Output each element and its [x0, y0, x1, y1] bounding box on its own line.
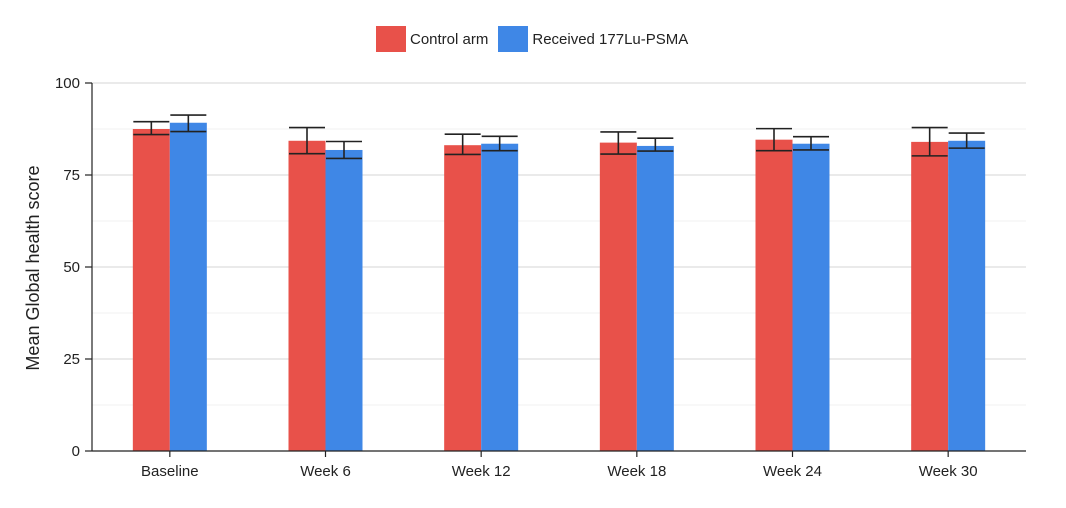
bars	[132, 122, 986, 452]
bar-control-arm[interactable]	[599, 142, 637, 451]
bar-control-arm[interactable]	[444, 145, 482, 451]
bar-received-177lu-psma[interactable]	[792, 143, 830, 451]
bar-received-177lu-psma[interactable]	[169, 122, 207, 451]
bar-received-177lu-psma[interactable]	[481, 143, 519, 451]
bar-control-arm[interactable]	[911, 141, 949, 451]
legend-label-received-177lu-psma: Received 177Lu-PSMA	[532, 30, 689, 48]
legend-swatch-received-177lu-psma	[498, 26, 529, 52]
legend-item-control-arm[interactable]: Control arm	[376, 26, 488, 52]
axes: 0 25 50 75 100 Baseline Week 6 Week 12 Week 18 We…	[55, 75, 1026, 480]
bar-received-177lu-psma[interactable]	[636, 145, 674, 452]
x-tick-label: Baseline	[141, 463, 199, 480]
x-tick-label: Week 30	[919, 463, 978, 480]
legend-label-control-arm: Control arm	[410, 30, 489, 48]
gridlines	[92, 82, 1026, 406]
y-tick-label: 25	[63, 351, 80, 368]
y-tick-label: 0	[72, 443, 80, 460]
x-tick-label: Week 24	[763, 463, 822, 480]
error-bars	[133, 114, 985, 160]
legend-item-received-177lu-psma[interactable]: Received 177Lu-PSMA	[498, 26, 688, 52]
y-tick-label: 75	[63, 167, 80, 184]
x-tick-label: Week 6	[300, 463, 351, 480]
legend-swatch-control-arm	[376, 26, 406, 52]
bar-control-arm[interactable]	[132, 129, 170, 451]
legend: Control arm Received 177Lu-PSMA	[376, 26, 698, 52]
bar-control-arm[interactable]	[288, 140, 326, 451]
bar-received-177lu-psma[interactable]	[325, 149, 363, 451]
x-tick-label: Week 12	[452, 463, 511, 480]
bar-control-arm[interactable]	[755, 139, 793, 451]
y-axis-title: Mean Global health score	[23, 165, 43, 370]
y-tick-label: 100	[55, 75, 80, 92]
y-tick-label: 50	[63, 259, 80, 276]
bar-received-177lu-psma[interactable]	[948, 140, 986, 451]
x-tick-label: Week 18	[607, 463, 666, 480]
